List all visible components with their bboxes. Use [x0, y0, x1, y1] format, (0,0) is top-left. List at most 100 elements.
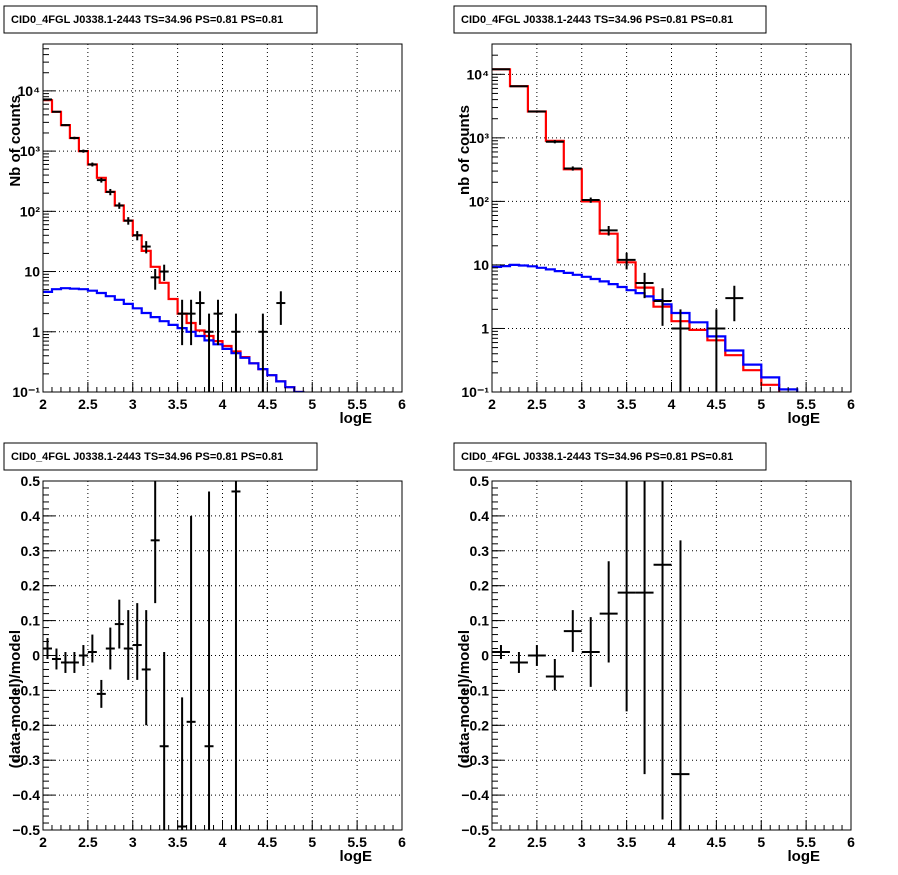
title-box — [453, 442, 767, 471]
chart-panel-bl: 2 2.5 3 3.5 4 4.5 5 5.5 6 −0.5 −0.4 −0.3 −0.2 −0.1 0 0.… — [3, 442, 406, 865]
chart-panel-tr: 2 2.5 3 3.5 4 4.5 5 5.5 6 10⁻¹ 1 10 10² 10³ 10⁴ CID0_4F… — [453, 5, 855, 427]
x-tick-label: 2 — [39, 834, 47, 850]
data-point — [671, 309, 690, 392]
x-tick-label: 6 — [398, 396, 406, 412]
y-tick-label: −0.1 — [12, 682, 40, 698]
y-tick-label: 10⁴ — [18, 83, 41, 99]
y-tick-label: 10⁴ — [467, 66, 490, 82]
data-point — [87, 162, 97, 167]
x-tick-label: 4 — [219, 834, 227, 850]
data-point — [96, 177, 106, 183]
data-point — [509, 652, 528, 673]
data-point — [141, 610, 151, 726]
y-tick-label: 0.2 — [21, 578, 41, 594]
data-point — [96, 679, 106, 708]
data-point — [213, 299, 223, 346]
y-tick-label: 10 — [473, 257, 489, 273]
x-tick-label: 4.5 — [258, 834, 278, 850]
x-tick-label: 6 — [847, 396, 855, 412]
data-point — [581, 197, 600, 203]
data-point — [69, 136, 79, 140]
data-point — [581, 617, 600, 687]
x-tick-label: 3.5 — [617, 396, 637, 412]
chart-panel-tl: 2 2.5 3 3.5 4 4.5 5 5.5 6 10⁻¹ 1 10 10² 10³ 10⁴ CID0_4F… — [3, 5, 406, 427]
y-axis-label: Nb of counts — [7, 95, 24, 187]
data-point — [150, 481, 160, 604]
x-tick-label: 5 — [308, 396, 316, 412]
data-point — [132, 231, 142, 241]
x-tick-label: 6 — [847, 834, 855, 850]
data-point — [492, 68, 510, 71]
y-tick-label: 10² — [469, 193, 490, 209]
plot-area — [43, 98, 305, 392]
data-point — [599, 561, 618, 663]
x-tick-label: 3 — [129, 834, 137, 850]
y-tick-label: −0.4 — [12, 787, 40, 803]
x-tick-label: 4.5 — [707, 396, 727, 412]
x-tick-label: 3.5 — [168, 396, 188, 412]
plot-area — [492, 68, 799, 392]
x-tick-label: 5 — [308, 834, 316, 850]
data-point — [177, 299, 187, 346]
data-point — [204, 491, 214, 830]
data-point — [617, 252, 636, 270]
y-tick-label: 10⁻¹ — [461, 384, 489, 400]
data-point — [563, 166, 582, 171]
data-point — [123, 217, 133, 225]
data-point — [114, 202, 124, 209]
data-point — [60, 124, 70, 127]
y-tick-label: 10³ — [20, 143, 41, 159]
data-point — [204, 313, 214, 392]
data-point — [69, 652, 79, 673]
y-tick-label: 0.5 — [21, 473, 41, 489]
y-tick-label: 1 — [32, 324, 40, 340]
data-point — [545, 140, 564, 144]
data-point — [123, 610, 133, 680]
data-point — [653, 481, 672, 820]
data-point — [114, 599, 124, 649]
title-box — [453, 5, 767, 34]
data-point — [78, 149, 88, 153]
y-tick-label: −0.4 — [461, 787, 489, 803]
x-tick-label: 2 — [488, 834, 496, 850]
data-point — [725, 285, 744, 322]
data-point — [159, 264, 169, 281]
data-point — [51, 110, 61, 113]
data-point — [177, 697, 187, 830]
x-tick-label: 5.5 — [347, 834, 367, 850]
data-point — [60, 652, 70, 673]
x-tick-label: 6 — [398, 834, 406, 850]
x-tick-label: 4.5 — [258, 396, 278, 412]
data-point — [195, 291, 205, 325]
y-tick-label: −0.3 — [12, 752, 40, 768]
x-axis-label: logE — [788, 410, 821, 427]
data-point — [653, 288, 672, 326]
data-point — [599, 225, 618, 236]
x-tick-label: 5.5 — [796, 834, 816, 850]
y-tick-label: 10⁻¹ — [12, 384, 40, 400]
x-tick-label: 4.5 — [707, 834, 727, 850]
data-point — [87, 634, 97, 663]
y-tick-label: −0.5 — [461, 822, 489, 838]
y-tick-label: 0 — [32, 648, 40, 664]
chart-title: CID0_4FGL J0338.1-2443 TS=34.96 PS=0.81 … — [461, 451, 733, 463]
data-point — [527, 645, 546, 666]
data-point — [635, 481, 654, 775]
data-point — [276, 291, 286, 325]
data-point — [707, 309, 726, 392]
x-tick-label: 5 — [757, 834, 765, 850]
x-tick-label: 3.5 — [617, 834, 637, 850]
data-point — [671, 540, 690, 830]
x-tick-label: 5.5 — [347, 396, 367, 412]
data-point — [527, 110, 546, 113]
y-tick-label: −0.1 — [461, 682, 489, 698]
y-axis-label: (data-model)/model — [456, 630, 473, 768]
y-axis-label: nb of counts — [456, 105, 473, 195]
data-point — [78, 645, 88, 666]
series-line-0 — [43, 99, 305, 392]
data-point — [186, 515, 196, 830]
y-tick-label: 0.3 — [470, 543, 490, 559]
x-tick-label: 3 — [129, 396, 137, 412]
x-tick-label: 3 — [578, 834, 586, 850]
